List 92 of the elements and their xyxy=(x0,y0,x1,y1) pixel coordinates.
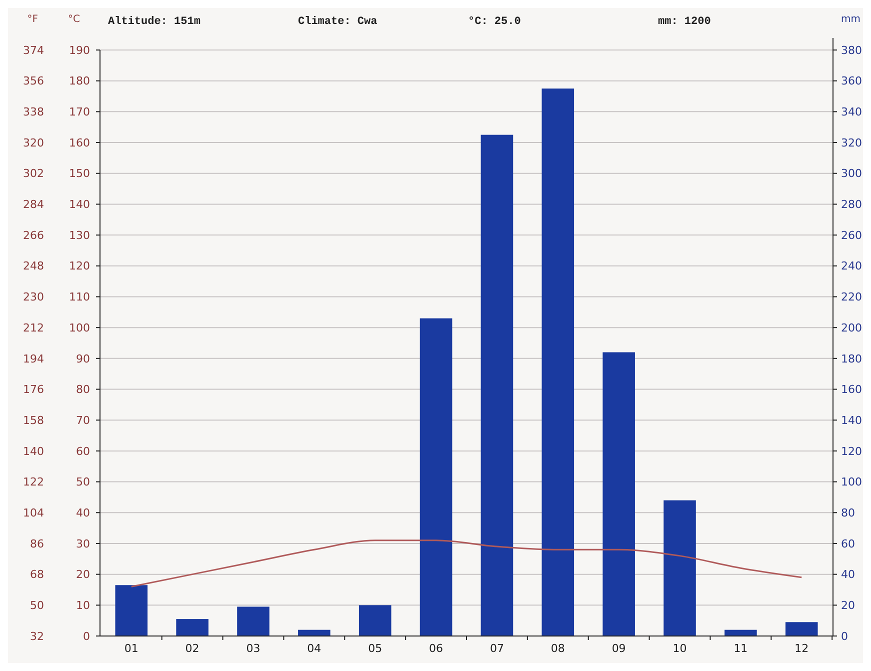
y2-tick-label: 240 xyxy=(841,260,862,273)
y2-tick-label: 340 xyxy=(841,106,862,119)
bar xyxy=(176,619,208,636)
x-tick-label: 01 xyxy=(124,642,138,655)
y3-tick-label: 50 xyxy=(30,599,44,612)
y2-tick-label: 100 xyxy=(841,476,862,489)
line-series xyxy=(130,540,802,588)
y-tick-label: 190 xyxy=(69,44,90,57)
x-tick-label: 04 xyxy=(307,642,322,655)
text: °C: 25.0 xyxy=(468,16,521,28)
x-tick-label: 08 xyxy=(550,642,565,655)
text: mm: 1200 xyxy=(658,16,711,28)
y3-tick-label: 338 xyxy=(23,106,44,119)
y-tick-label: 80 xyxy=(76,383,90,396)
y3-tick-label: 284 xyxy=(23,198,44,212)
y3-tick-label: 266 xyxy=(23,228,44,242)
y-tick-label: 90 xyxy=(76,352,90,366)
y2-tick-label: 280 xyxy=(841,198,862,212)
y-tick-label: 60 xyxy=(76,444,90,458)
x-tick-label: 02 xyxy=(185,642,200,655)
bar xyxy=(358,605,392,636)
y-tick-label: 0 xyxy=(83,630,90,643)
y-tick-label: 70 xyxy=(76,414,90,427)
y-axis-title: °C xyxy=(68,14,80,25)
y3-axis-title: °F xyxy=(27,14,38,25)
y2-tick-label: 140 xyxy=(841,414,862,427)
y-tick-label: 140 xyxy=(69,198,90,212)
x-tick-label: 03 xyxy=(246,642,260,655)
y-tick-label: 130 xyxy=(69,228,90,242)
text: Climate: Cwa xyxy=(298,16,378,28)
y2-tick-label: 360 xyxy=(841,74,862,88)
y2-tick-label: 120 xyxy=(841,444,862,458)
bar xyxy=(664,500,696,636)
y3-tick-label: 374 xyxy=(23,44,44,57)
y2-tick-label: 320 xyxy=(841,136,862,150)
bar xyxy=(237,606,270,636)
x-tick-label: 07 xyxy=(490,642,504,655)
y3-tick-label: 212 xyxy=(23,321,44,334)
y3-tick-label: 32 xyxy=(30,630,44,643)
y2-axis-title: mm xyxy=(841,14,860,25)
y-tick-label: 110 xyxy=(69,290,90,304)
y3-tick-label: 158 xyxy=(23,414,44,427)
y2-tick-label: 0 xyxy=(841,630,848,643)
y3-tick-label: 68 xyxy=(30,568,44,582)
bar xyxy=(115,585,148,636)
x-tick-label: 10 xyxy=(672,642,687,655)
bar xyxy=(420,318,452,636)
y-tick-label: 100 xyxy=(69,321,90,334)
y2-tick-label: 80 xyxy=(841,506,855,520)
bar xyxy=(785,622,818,636)
bar xyxy=(724,630,757,636)
x-tick-label: 06 xyxy=(429,642,444,655)
y2-tick-label: 20 xyxy=(841,599,855,612)
y3-tick-label: 176 xyxy=(23,383,44,396)
y3-tick-label: 194 xyxy=(23,352,44,366)
y-tick-label: 180 xyxy=(69,74,90,88)
bar xyxy=(602,352,635,636)
y-tick-label: 10 xyxy=(76,599,90,612)
y-tick-label: 120 xyxy=(69,260,90,273)
y3-tick-label: 86 xyxy=(30,537,44,550)
bar xyxy=(542,88,574,636)
y-tick-label: 20 xyxy=(76,568,90,582)
y2-tick-label: 160 xyxy=(841,383,862,396)
y3-tick-label: 302 xyxy=(23,167,44,180)
y-tick-label: 170 xyxy=(69,106,90,119)
bar xyxy=(480,134,514,636)
y3-tick-label: 320 xyxy=(23,136,44,150)
bar xyxy=(298,630,330,636)
y2-tick-label: 220 xyxy=(841,290,862,304)
x-tick-label: 05 xyxy=(368,642,382,655)
y2-tick-label: 260 xyxy=(841,228,862,242)
y3-tick-label: 230 xyxy=(23,290,44,304)
y3-tick-label: 140 xyxy=(23,444,44,458)
y-tick-label: 50 xyxy=(76,476,90,489)
x-tick-label: 12 xyxy=(794,642,809,655)
y3-tick-label: 104 xyxy=(23,506,44,520)
y-tick-label: 40 xyxy=(76,506,90,520)
y3-tick-label: 248 xyxy=(23,260,44,273)
y2-tick-label: 300 xyxy=(841,167,862,180)
y3-tick-label: 356 xyxy=(23,74,44,88)
y2-tick-label: 60 xyxy=(841,537,855,550)
x-tick-label: 11 xyxy=(734,642,748,655)
x-tick-label: 09 xyxy=(612,642,626,655)
y2-tick-label: 380 xyxy=(841,44,862,57)
y-tick-label: 30 xyxy=(76,537,90,550)
text: Altitude: 151m xyxy=(108,16,201,28)
y2-tick-label: 40 xyxy=(841,568,855,582)
y2-tick-label: 180 xyxy=(841,352,862,366)
y-tick-label: 160 xyxy=(69,136,90,150)
y3-tick-label: 122 xyxy=(23,476,44,489)
y2-tick-label: 200 xyxy=(841,321,862,334)
y-tick-label: 150 xyxy=(69,167,90,180)
